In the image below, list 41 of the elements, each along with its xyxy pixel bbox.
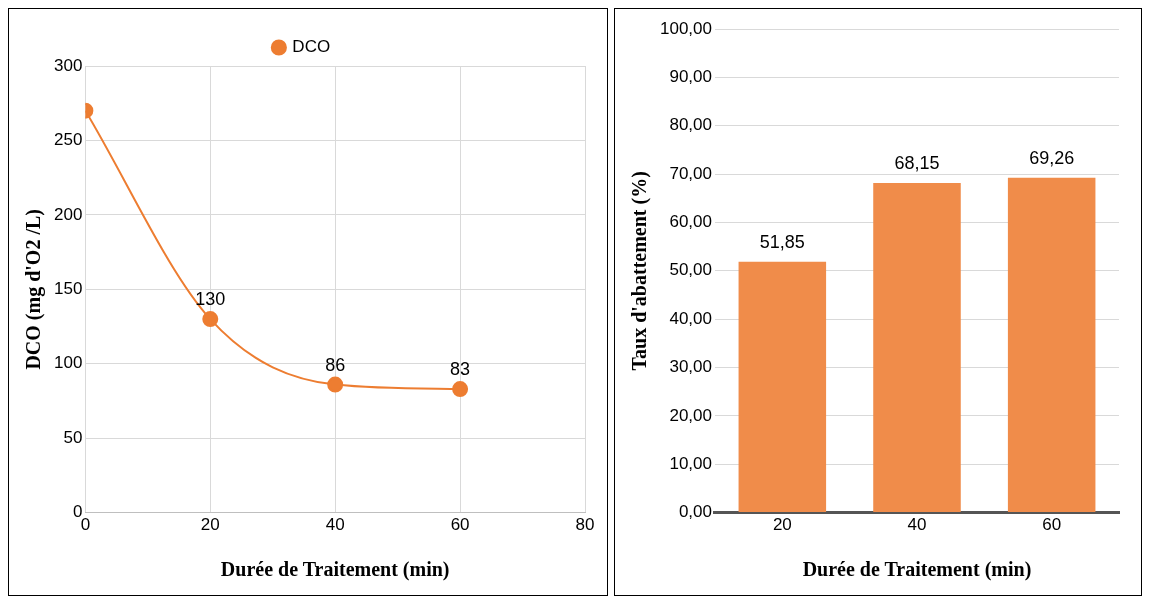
data-label: 68,15 <box>894 153 940 173</box>
bar <box>738 261 827 513</box>
x-axis-title: Durée de Traitement (min) <box>802 558 1032 582</box>
y-tick-label: 50,00 <box>669 260 712 280</box>
y-tick-label: 60,00 <box>669 212 712 232</box>
data-label: 86 <box>325 354 346 375</box>
data-label: 83 <box>450 359 471 380</box>
y-axis-title: DCO (mg d'O2 /L) <box>22 209 46 370</box>
data-label: 51,85 <box>759 231 805 252</box>
y-tick-label: 10,00 <box>669 453 712 473</box>
point <box>452 381 469 398</box>
y-tick-label: 80,00 <box>669 115 712 135</box>
point <box>202 311 219 328</box>
y-tick-label: 40,00 <box>669 308 712 328</box>
bar <box>873 183 961 513</box>
y-tick-label: 30,00 <box>669 357 712 377</box>
y-tick-label: 250 <box>53 130 83 150</box>
y-tick-label: 100 <box>53 353 83 373</box>
y-tick-label: 100,00 <box>660 18 712 38</box>
y-tick-label: 50 <box>63 427 83 447</box>
y-tick-label: 200 <box>53 204 83 224</box>
y-tick-label: 300 <box>53 55 83 75</box>
y-tick-label: 20,00 <box>669 405 712 425</box>
x-tick-label: 40 <box>325 515 345 535</box>
x-tick-label: 60 <box>450 515 470 535</box>
legend-label: DCO <box>292 37 331 57</box>
x-tick-label: 40 <box>907 515 927 535</box>
x-tick-label: 80 <box>575 515 595 535</box>
x-tick-label: 60 <box>1042 515 1062 535</box>
y-tick-label: 150 <box>53 278 83 298</box>
bar <box>1007 177 1096 513</box>
y-tick-label: 70,00 <box>669 163 712 183</box>
x-tick-label: 20 <box>772 515 792 535</box>
y-axis-title: Taux d'abattement (%) <box>628 171 652 371</box>
x-axis-title: Durée de Traitement (min) <box>220 558 450 582</box>
y-tick-label: 90,00 <box>669 67 712 87</box>
point <box>327 376 344 393</box>
x-tick-label: 20 <box>200 515 220 535</box>
y-tick-label: 0,00 <box>678 502 712 522</box>
data-label: 69,26 <box>1029 147 1075 168</box>
data-label: 130 <box>195 289 226 310</box>
